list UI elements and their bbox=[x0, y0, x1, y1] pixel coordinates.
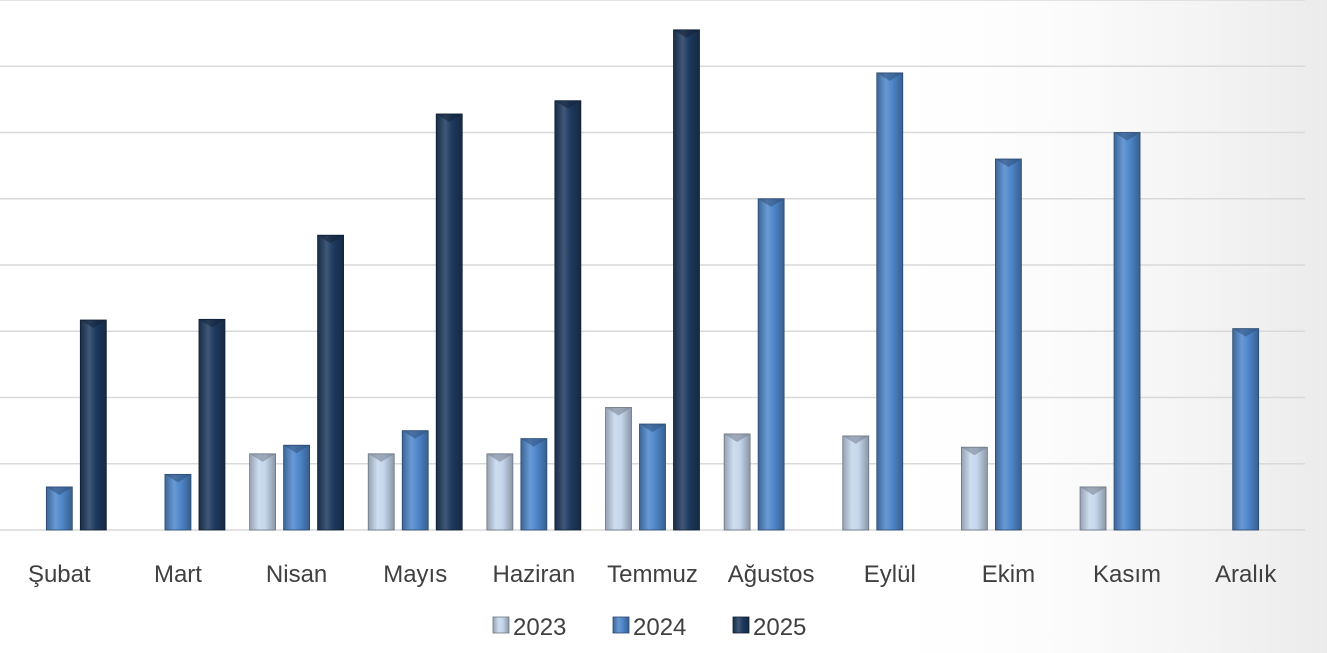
x-tick-label: Haziran bbox=[493, 561, 576, 588]
legend-swatch-2025 bbox=[732, 616, 750, 634]
x-tick-label: Eylül bbox=[864, 561, 916, 588]
legend-swatch-2024 bbox=[612, 616, 630, 634]
bar-cap bbox=[995, 159, 1022, 167]
bar-cap bbox=[842, 435, 869, 444]
background-watermark bbox=[860, 0, 1327, 653]
bar-2024-3 bbox=[401, 430, 429, 531]
bar-cap bbox=[80, 319, 107, 328]
bar-cap bbox=[368, 453, 395, 462]
x-tick-label: Ekim bbox=[982, 561, 1035, 588]
bar-2024-6 bbox=[757, 198, 785, 531]
category-labels: Şubat Mart Nisan Mayıs Haziran Temmuz Ağustos E… bbox=[28, 561, 1277, 588]
bar-2023-7 bbox=[842, 435, 870, 531]
bar-cap bbox=[673, 29, 700, 38]
bar-2025-3 bbox=[435, 113, 463, 531]
bar-cap bbox=[402, 430, 429, 439]
bar-2023-8 bbox=[961, 446, 988, 531]
bar-2025-1 bbox=[198, 318, 226, 531]
x-tick-label: Mayıs bbox=[383, 561, 447, 588]
bar-2024-2 bbox=[283, 444, 310, 531]
legend-label-2025: 2025 bbox=[753, 614, 806, 641]
legend: 2023 2024 2025 bbox=[492, 614, 806, 641]
bar-cap bbox=[605, 407, 632, 416]
bar-cap bbox=[436, 113, 463, 122]
x-tick-label: Kasım bbox=[1093, 561, 1161, 588]
bar-cap bbox=[520, 438, 547, 447]
bar-2024-9 bbox=[1113, 132, 1141, 531]
bar-cap bbox=[46, 486, 73, 495]
bar-2024-10 bbox=[1232, 328, 1260, 531]
x-tick-label: Nisan bbox=[266, 561, 327, 588]
bar-cap bbox=[554, 100, 581, 109]
bar-cap bbox=[639, 424, 666, 432]
bar-2023-2 bbox=[249, 453, 276, 531]
bar-2025-2 bbox=[317, 234, 344, 531]
bar-2023-3 bbox=[367, 453, 395, 531]
bars bbox=[45, 29, 1260, 531]
bar-cap bbox=[1080, 486, 1107, 495]
bar-2023-5 bbox=[605, 407, 632, 531]
bar-cap bbox=[164, 474, 191, 483]
bar-2024-7 bbox=[876, 72, 904, 531]
x-tick-label: Temmuz bbox=[607, 561, 698, 588]
bar-cap bbox=[317, 235, 344, 244]
bar-cap bbox=[1114, 132, 1141, 141]
bar-cap bbox=[724, 433, 751, 442]
bar-cap bbox=[249, 453, 276, 462]
legend-label-2023: 2023 bbox=[513, 614, 566, 641]
bar-2024-8 bbox=[995, 158, 1022, 531]
bar-2024-4 bbox=[520, 438, 548, 531]
bar-2025-0 bbox=[79, 319, 107, 531]
legend-label-2024: 2024 bbox=[633, 614, 686, 641]
bar-cap bbox=[486, 453, 513, 462]
legend-swatch-2023 bbox=[492, 616, 510, 634]
bar-2023-6 bbox=[723, 433, 751, 531]
x-tick-label: Şubat bbox=[28, 561, 91, 588]
bar-2024-5 bbox=[639, 423, 666, 531]
bar-cap bbox=[758, 198, 785, 207]
bar-cap bbox=[283, 445, 310, 454]
bar-2025-5 bbox=[673, 29, 700, 531]
x-tick-label: Ağustos bbox=[728, 561, 815, 588]
bar-cap bbox=[1232, 328, 1259, 337]
bar-cap bbox=[961, 447, 988, 456]
bar-2023-4 bbox=[486, 453, 514, 531]
bar-cap bbox=[876, 72, 903, 81]
bar-2024-1 bbox=[164, 473, 192, 531]
bar-2025-4 bbox=[554, 100, 582, 531]
x-tick-label: Aralık bbox=[1215, 561, 1277, 588]
x-tick-label: Mart bbox=[154, 561, 202, 588]
bar-cap bbox=[198, 319, 225, 328]
